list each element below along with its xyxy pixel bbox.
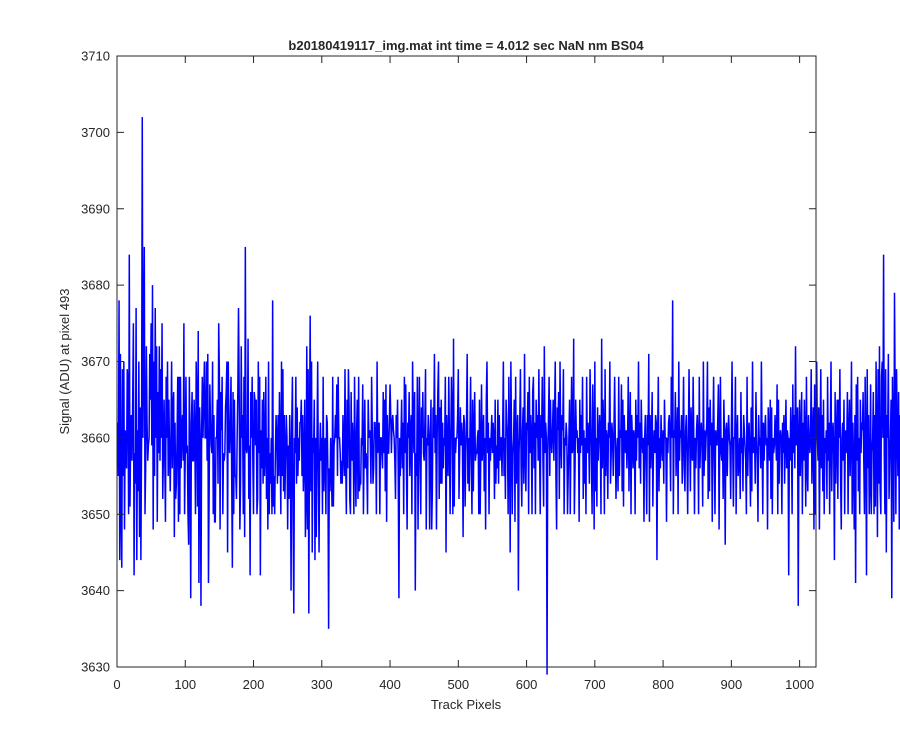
y-tick-label: 3680 [81,278,110,293]
x-tick-label: 700 [584,677,606,692]
x-tick-label: 400 [379,677,401,692]
series-line-0 [116,117,900,675]
y-tick-label: 3700 [81,125,110,140]
x-tick-label: 1000 [785,677,814,692]
y-tick-label: 3640 [81,583,110,598]
y-tick-label: 3710 [81,49,110,64]
y-tick-label: 3690 [81,201,110,216]
x-tick-label: 300 [311,677,333,692]
y-tick-label: 3650 [81,507,110,522]
data-layer [116,117,900,675]
plot-title: b20180419117_img.mat int time = 4.012 se… [288,38,644,53]
x-tick-label: 600 [516,677,538,692]
x-tick-label: 100 [174,677,196,692]
y-tick-label: 3670 [81,354,110,369]
x-tick-label: 0 [113,677,120,692]
x-tick-label: 800 [652,677,674,692]
x-tick-label: 200 [243,677,265,692]
y-axis-title: Signal (ADU) at pixel 493 [57,289,72,435]
x-axis-title: Track Pixels [431,697,502,712]
x-tick-label: 900 [721,677,743,692]
x-tick-label: 500 [447,677,469,692]
axes-layer: 0 100 200 300 400 500 600 700 800 900 1000 3630 3640… [81,49,817,692]
y-tick-label: 3660 [81,430,110,445]
y-tick-label: 3630 [81,660,110,675]
